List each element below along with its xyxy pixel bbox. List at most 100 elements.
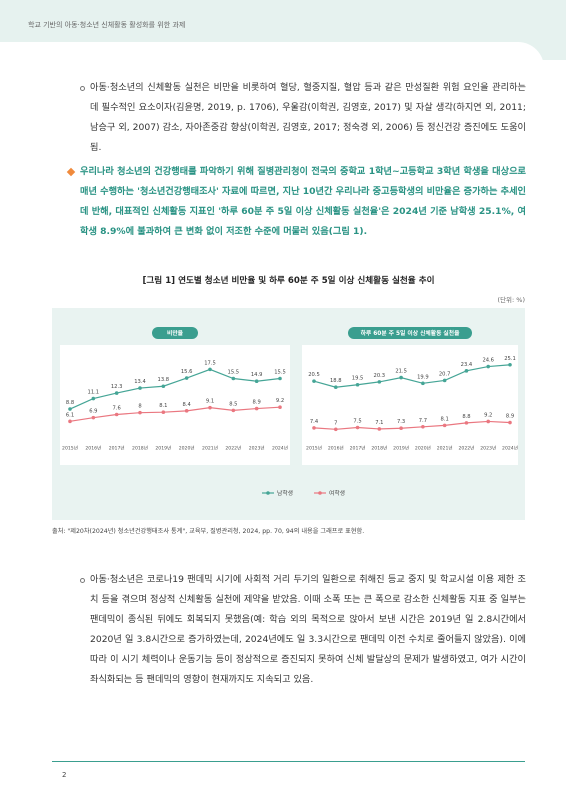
paragraph: 아동·청소년은 코로나19 팬데믹 시기에 사회적 거리 두기의 일환으로 취해… bbox=[90, 574, 526, 685]
point bbox=[138, 410, 142, 415]
value-label: 14.9 bbox=[251, 372, 263, 378]
point bbox=[161, 410, 166, 415]
value-label: 13.8 bbox=[158, 377, 170, 383]
point bbox=[486, 419, 491, 424]
bullet bbox=[80, 86, 85, 91]
point bbox=[208, 405, 212, 410]
point bbox=[486, 364, 491, 369]
point bbox=[278, 405, 282, 409]
point bbox=[184, 409, 189, 413]
value-label: 7.3 bbox=[397, 419, 405, 425]
series-line bbox=[69, 406, 281, 422]
value-label: 7.6 bbox=[113, 405, 121, 411]
value-label: 8.9 bbox=[253, 400, 261, 406]
value-label: 12.3 bbox=[111, 384, 123, 390]
point bbox=[114, 391, 119, 395]
point bbox=[161, 384, 166, 389]
value-label: 17.5 bbox=[204, 360, 216, 366]
value-label: 15.6 bbox=[181, 369, 193, 375]
x-tick-label: 2024년 bbox=[272, 445, 288, 452]
legend-label: 여학생 bbox=[329, 489, 345, 497]
value-label: 19.9 bbox=[417, 374, 429, 380]
point bbox=[442, 378, 447, 383]
value-label: 7.5 bbox=[353, 419, 361, 425]
value-label: 6.1 bbox=[66, 412, 74, 418]
title-badge bbox=[348, 327, 472, 339]
point bbox=[399, 426, 403, 431]
value-label: 9.2 bbox=[484, 412, 492, 418]
chart-title: 비만율 bbox=[167, 329, 184, 337]
value-label: 20.5 bbox=[308, 372, 320, 378]
point bbox=[68, 419, 72, 424]
legend-marker bbox=[318, 491, 322, 495]
x-tick-label: 2021년 bbox=[202, 445, 218, 452]
point bbox=[333, 385, 338, 390]
value-label: 8.5 bbox=[229, 401, 237, 407]
x-tick-label: 2016년 bbox=[85, 445, 101, 452]
x-tick-label: 2017년 bbox=[109, 445, 125, 452]
x-tick-label: 2022년 bbox=[225, 445, 241, 452]
point bbox=[508, 362, 512, 367]
x-tick-label: 2017년 bbox=[350, 445, 366, 452]
panel bbox=[60, 345, 290, 465]
title-badge bbox=[152, 327, 198, 339]
point bbox=[278, 376, 282, 381]
value-label: 7.1 bbox=[375, 420, 383, 426]
point bbox=[355, 425, 360, 430]
x-tick-label: 2023년 bbox=[480, 445, 496, 452]
point bbox=[421, 381, 425, 386]
value-label: 8.9 bbox=[506, 414, 514, 420]
x-tick-label: 2015년 bbox=[306, 445, 322, 452]
value-label: 8 bbox=[138, 404, 141, 410]
point bbox=[184, 376, 189, 380]
value-label: 7.4 bbox=[310, 419, 319, 425]
value-label: 7.7 bbox=[419, 418, 427, 424]
point bbox=[442, 423, 447, 428]
value-label: 19.5 bbox=[352, 376, 364, 382]
value-label: 25.1 bbox=[504, 356, 516, 362]
value-label: 8.8 bbox=[66, 400, 74, 406]
point bbox=[114, 412, 119, 417]
series-line bbox=[313, 364, 511, 388]
value-label: 24.6 bbox=[482, 358, 494, 364]
value-label: 8.1 bbox=[441, 416, 449, 422]
value-label: 15.5 bbox=[274, 370, 286, 376]
x-tick-label: 2019년 bbox=[393, 445, 409, 452]
point bbox=[68, 407, 72, 411]
x-tick-label: 2021년 bbox=[437, 445, 453, 452]
point bbox=[254, 379, 259, 384]
x-tick-label: 2016년 bbox=[328, 445, 344, 452]
series-line bbox=[69, 368, 281, 410]
x-tick-label: 2018년 bbox=[371, 445, 387, 452]
value-label: 13.4 bbox=[134, 379, 146, 385]
point bbox=[231, 376, 236, 381]
value-label: 18.8 bbox=[330, 378, 342, 384]
legend-marker bbox=[266, 491, 270, 495]
x-tick-label: 2019년 bbox=[155, 445, 171, 452]
x-tick-label: 2020년 bbox=[179, 445, 195, 452]
value-label: 20.7 bbox=[439, 371, 451, 377]
point bbox=[91, 415, 96, 420]
x-tick-label: 2018년 bbox=[132, 445, 148, 452]
value-label: 8.8 bbox=[462, 414, 470, 420]
point bbox=[355, 382, 360, 387]
value-label: 8.4 bbox=[183, 402, 192, 408]
x-tick-label: 2024년 bbox=[502, 445, 518, 452]
panel bbox=[302, 345, 518, 465]
chart-title: 하루 60분 주 5일 이상 신체활동 실천율 bbox=[361, 329, 461, 337]
point bbox=[312, 426, 316, 430]
value-label: 7 bbox=[334, 420, 337, 426]
series-line bbox=[313, 420, 511, 430]
legend-label: 남학생 bbox=[277, 489, 293, 497]
point bbox=[208, 367, 212, 372]
point bbox=[464, 369, 469, 373]
point bbox=[377, 427, 382, 431]
paragraph: 아동·청소년의 신체활동 실천은 비만을 비롯하여 혈당, 혈중지질, 혈압 등… bbox=[90, 82, 526, 153]
figure-title: [그림 1] 연도별 청소년 비만율 및 하루 60분 주 5일 이상 신체활동… bbox=[142, 276, 435, 286]
point bbox=[231, 408, 236, 413]
page-number: 2 bbox=[62, 771, 67, 779]
value-label: 11.1 bbox=[88, 390, 100, 396]
value-label: 9.1 bbox=[206, 399, 214, 405]
point bbox=[421, 425, 425, 429]
